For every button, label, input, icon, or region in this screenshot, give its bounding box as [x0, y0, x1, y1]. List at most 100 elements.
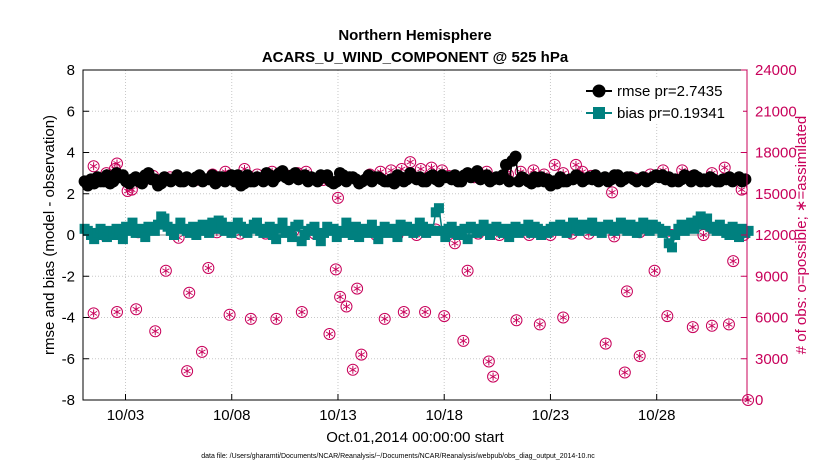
y-tick-label: 2: [67, 186, 75, 203]
bias-point: [338, 227, 349, 238]
bias-point: [520, 225, 531, 236]
bias-point: [287, 232, 298, 243]
bias-point: [341, 217, 352, 228]
obs-point: [397, 306, 410, 318]
y-right-tick-label: 9000: [755, 268, 788, 285]
y-right-tick-label: 0: [755, 392, 763, 409]
bias-point: [153, 219, 164, 230]
bias-point: [137, 225, 148, 236]
y-tick-label: 8: [67, 62, 75, 79]
bias-point: [251, 217, 262, 228]
bias-point: [197, 219, 208, 230]
bias-point: [114, 227, 125, 238]
bias-point: [532, 223, 543, 234]
bias-point: [510, 221, 521, 232]
bias-point: [95, 223, 106, 234]
y-tick-label: 0: [67, 227, 75, 244]
bias-point: [504, 232, 515, 243]
bias-point: [743, 225, 754, 236]
obs-point: [461, 264, 474, 277]
obs-point: [331, 191, 344, 204]
bias-point: [583, 223, 594, 234]
obs-point: [346, 363, 359, 376]
bias-point: [475, 225, 486, 236]
obs-point: [606, 186, 619, 199]
y-right-tick-label: 24000: [755, 62, 797, 79]
obs-point: [487, 370, 500, 383]
obs-point: [705, 319, 718, 332]
obs-point: [181, 365, 194, 378]
obs-point: [334, 290, 347, 303]
bias-point: [612, 223, 623, 234]
obs-point: [270, 312, 283, 325]
bias-point: [140, 232, 151, 243]
x-tick-label: 10/13: [319, 407, 357, 424]
bias-point: [274, 223, 285, 234]
bias-point: [296, 236, 307, 247]
obs-point: [718, 161, 731, 174]
bias-point: [216, 217, 227, 228]
bias-point: [379, 221, 390, 232]
obs-point: [557, 311, 570, 324]
bias-point: [350, 221, 361, 232]
bias-point: [481, 223, 492, 234]
y-tick-label: 6: [67, 103, 75, 120]
obs-point: [355, 348, 368, 361]
y-tick-label: -2: [62, 268, 75, 285]
legend-rmse-marker: [592, 84, 606, 98]
bias-point: [411, 225, 422, 236]
rmse-point: [509, 150, 522, 163]
bias-point: [730, 225, 741, 236]
obs-point: [149, 325, 162, 338]
obs-point: [599, 337, 612, 350]
x-tick-label: 10/03: [107, 407, 145, 424]
bias-point: [698, 219, 709, 230]
y-axis-label: rmse and bias (model - observation): [41, 115, 58, 355]
bias-point: [331, 232, 342, 243]
bias-point: [175, 217, 186, 228]
chart-title: Northern Hemisphere: [338, 27, 491, 44]
obs-point: [727, 255, 740, 268]
rmse-point: [231, 169, 244, 182]
bias-point: [417, 221, 428, 232]
obs-point: [618, 366, 631, 379]
bias-point: [373, 234, 384, 245]
bias-point: [89, 234, 100, 245]
obs-point: [223, 308, 236, 321]
bias-point: [312, 230, 323, 240]
bias-point: [191, 230, 202, 240]
bias-point: [172, 223, 183, 234]
obs-point: [130, 303, 143, 316]
bias-point: [734, 232, 745, 243]
obs-point: [633, 350, 646, 362]
bias-point: [309, 221, 320, 232]
bias-point: [210, 223, 221, 234]
bias-point: [462, 234, 473, 245]
bias-point: [437, 225, 448, 236]
obs-point: [110, 306, 123, 318]
bias-point: [587, 217, 598, 228]
bias-point: [277, 217, 288, 228]
obs-point: [329, 263, 342, 276]
obs-point: [323, 328, 336, 340]
bias-point: [101, 232, 112, 243]
bias-point: [670, 230, 681, 240]
x-axis-ticks: 10/03 10/08 10/13 10/18 10/23 10/28: [107, 394, 675, 424]
bias-point: [666, 242, 677, 253]
bias-point: [370, 227, 381, 238]
bias-point: [676, 219, 687, 230]
obs-point: [438, 310, 451, 323]
x-tick-label: 10/23: [532, 407, 570, 424]
bias-point: [568, 217, 579, 228]
bias-point: [207, 217, 218, 228]
obs-point: [620, 285, 633, 298]
bias-series: [79, 203, 754, 253]
bias-point: [347, 230, 358, 240]
bias-point: [354, 232, 365, 243]
y-tick-label: -8: [62, 392, 75, 409]
bias-point: [319, 227, 330, 238]
bias-point: [724, 230, 735, 240]
bias-point: [526, 227, 537, 238]
obs-point: [648, 264, 661, 277]
